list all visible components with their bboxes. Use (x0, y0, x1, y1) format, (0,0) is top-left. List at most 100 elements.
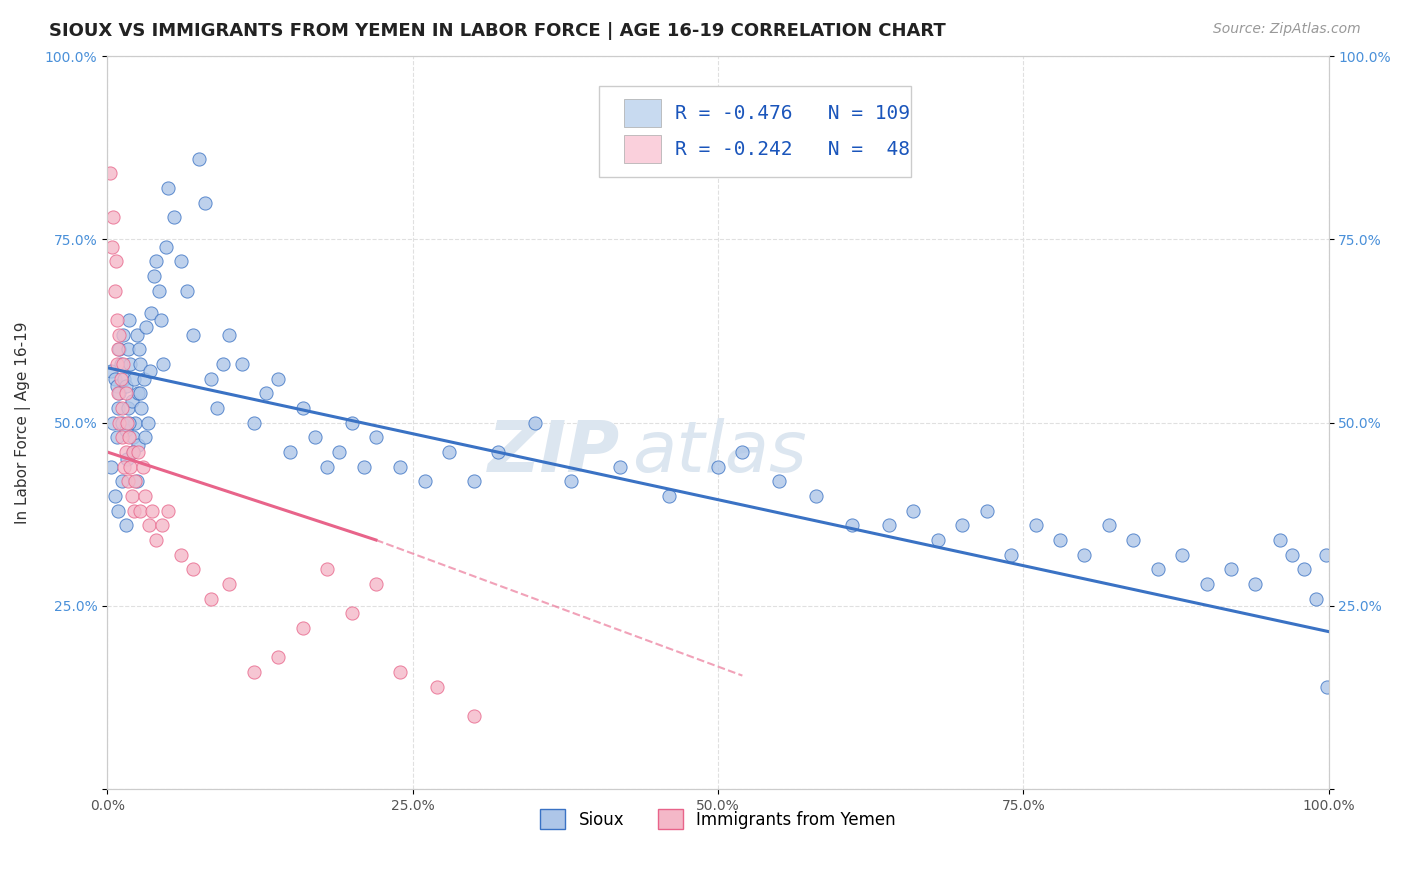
Point (110, 357, 132, 371)
Point (152, 357, 174, 371)
Point (950, 518, 973, 533)
Point (101, 240, 124, 254)
Point (157, 503, 180, 517)
Point (103, 211, 125, 225)
Point (523, 416, 546, 430)
Point (142, 269, 165, 284)
Point (231, 357, 253, 371)
Point (118, 430, 141, 444)
Point (176, 284, 198, 298)
Point (138, 518, 160, 533)
Point (200, 372, 222, 386)
Point (108, 386, 131, 401)
Point (218, 327, 240, 342)
Y-axis label: In Labor Force | Age 16-19: In Labor Force | Age 16-19 (15, 321, 31, 524)
Text: ZIP: ZIP (488, 417, 620, 486)
Point (108, 343, 131, 357)
Point (205, 401, 228, 415)
Point (120, 357, 142, 371)
Point (707, 459, 730, 474)
Point (194, 195, 217, 210)
Point (304, 430, 326, 444)
Point (254, 386, 277, 401)
Point (181, 327, 204, 342)
Point (291, 401, 314, 415)
Point (105, 313, 128, 327)
Point (731, 445, 754, 459)
Point (107, 343, 129, 357)
Point (364, 577, 387, 591)
Point (1000, 548, 1022, 562)
Point (141, 306, 163, 320)
Point (111, 475, 134, 489)
Point (439, 445, 461, 459)
Point (104, 254, 127, 268)
Point (157, 181, 180, 195)
Point (187, 152, 209, 166)
Point (103, 372, 125, 386)
Point (609, 459, 631, 474)
Point (316, 562, 339, 576)
Point (243, 665, 266, 679)
Point (103, 284, 125, 298)
Point (316, 459, 339, 474)
Point (134, 489, 156, 503)
Point (145, 254, 167, 268)
Point (145, 533, 167, 547)
Point (353, 459, 375, 474)
Point (149, 313, 172, 327)
Point (1315, 548, 1337, 562)
Point (129, 357, 152, 371)
Point (111, 401, 134, 415)
Point (340, 416, 363, 430)
Point (340, 607, 363, 621)
Point (107, 503, 129, 517)
Point (108, 416, 131, 430)
Point (114, 423, 136, 437)
Point (148, 284, 170, 298)
Point (125, 475, 148, 489)
Point (212, 357, 235, 371)
Point (280, 445, 302, 459)
Point (120, 459, 142, 474)
Point (463, 709, 485, 723)
Point (98, 166, 121, 180)
Point (117, 343, 139, 357)
Point (117, 475, 139, 489)
Text: Source: ZipAtlas.com: Source: ZipAtlas.com (1213, 22, 1361, 37)
Point (100, 364, 122, 378)
Point (114, 379, 136, 393)
Point (114, 518, 136, 533)
Point (122, 372, 145, 386)
Point (218, 577, 240, 591)
Point (841, 518, 863, 533)
Point (1268, 533, 1291, 547)
Point (139, 364, 162, 378)
Point (105, 357, 128, 371)
Point (131, 401, 153, 415)
Point (105, 379, 128, 393)
Point (877, 518, 900, 533)
Point (486, 445, 509, 459)
Point (389, 665, 412, 679)
Point (115, 452, 138, 467)
Point (1305, 591, 1327, 606)
Point (136, 416, 159, 430)
Point (112, 459, 135, 474)
Point (1073, 548, 1095, 562)
Point (121, 393, 143, 408)
Point (267, 650, 290, 665)
Point (121, 489, 143, 503)
Point (125, 327, 148, 342)
Point (112, 327, 135, 342)
Point (115, 416, 138, 430)
Point (134, 430, 156, 444)
Point (127, 445, 149, 459)
Point (127, 438, 149, 452)
Text: R = -0.476   N = 109: R = -0.476 N = 109 (675, 103, 910, 123)
Point (118, 416, 141, 430)
Point (1195, 577, 1218, 591)
Point (100, 459, 122, 474)
Point (110, 372, 132, 386)
Point (107, 386, 129, 401)
